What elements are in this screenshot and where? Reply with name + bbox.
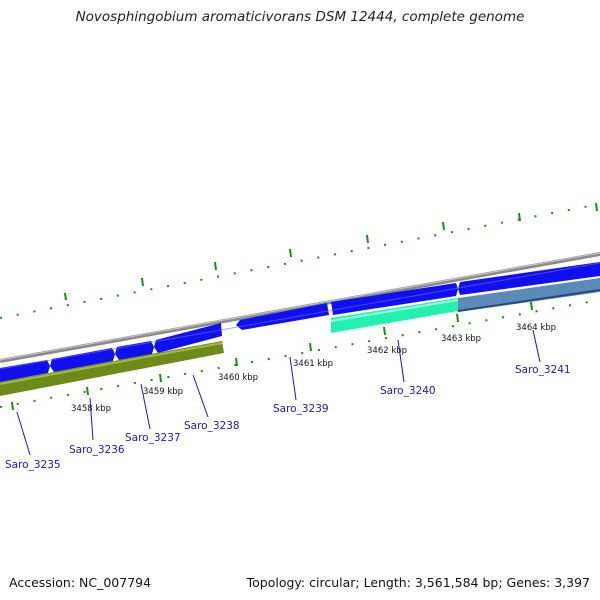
kbp-label: 3462 kbp	[367, 346, 407, 356]
reverse-feature-olive[interactable]	[0, 341, 224, 396]
reverse-feature-track	[0, 278, 600, 396]
cds-arrow[interactable]	[154, 323, 222, 353]
leader-line	[89, 397, 94, 441]
cds-arrow[interactable]	[50, 348, 115, 372]
forward-cds-track	[0, 262, 600, 382]
highlight-feature-green[interactable]	[331, 298, 458, 333]
leader-line	[16, 411, 31, 456]
gene-label-saro-3241[interactable]: Saro_3241	[515, 364, 571, 376]
leader-line	[192, 374, 209, 418]
map-title: Novosphingobium aromaticivorans DSM 1244…	[75, 9, 525, 25]
gene-label-saro-3240[interactable]: Saro_3240	[380, 385, 436, 397]
kbp-label: 3463 kbp	[441, 334, 481, 344]
cds-arrow[interactable]	[458, 262, 600, 295]
outer-tick-row	[0, 202, 600, 319]
cds-arrow[interactable]	[115, 341, 154, 360]
gene-label-saro-3235[interactable]: Saro_3235	[5, 459, 61, 471]
leader-line	[289, 356, 297, 401]
gene-labels: Saro_3235 Saro_3236 Saro_3237 Saro_3238 …	[5, 364, 571, 471]
kbp-label: 3459 kbp	[143, 387, 183, 397]
cds-arrow[interactable]	[0, 360, 50, 382]
gene-label-saro-3236[interactable]: Saro_3236	[69, 444, 125, 456]
kbp-label: 3461 kbp	[293, 359, 333, 369]
genome-backbone	[0, 252, 600, 363]
gene-label-saro-3237[interactable]: Saro_3237	[125, 432, 181, 444]
highlight-feature-steel[interactable]	[458, 278, 600, 312]
accession-text: Accession: NC_007794	[9, 575, 152, 590]
leader-line	[532, 329, 541, 363]
gene-label-saro-3238[interactable]: Saro_3238	[184, 420, 240, 432]
leader-line	[140, 383, 151, 430]
inner-tick-row	[0, 299, 600, 411]
kbp-label: 3460 kbp	[218, 373, 258, 383]
gene-label-saro-3239[interactable]: Saro_3239	[273, 403, 329, 415]
kbp-label: 3464 kbp	[516, 323, 556, 333]
genome-summary-text: Topology: circular; Length: 3,561,584 bp…	[246, 575, 590, 590]
leader-line	[397, 339, 405, 383]
gene-leader-lines	[16, 329, 541, 456]
